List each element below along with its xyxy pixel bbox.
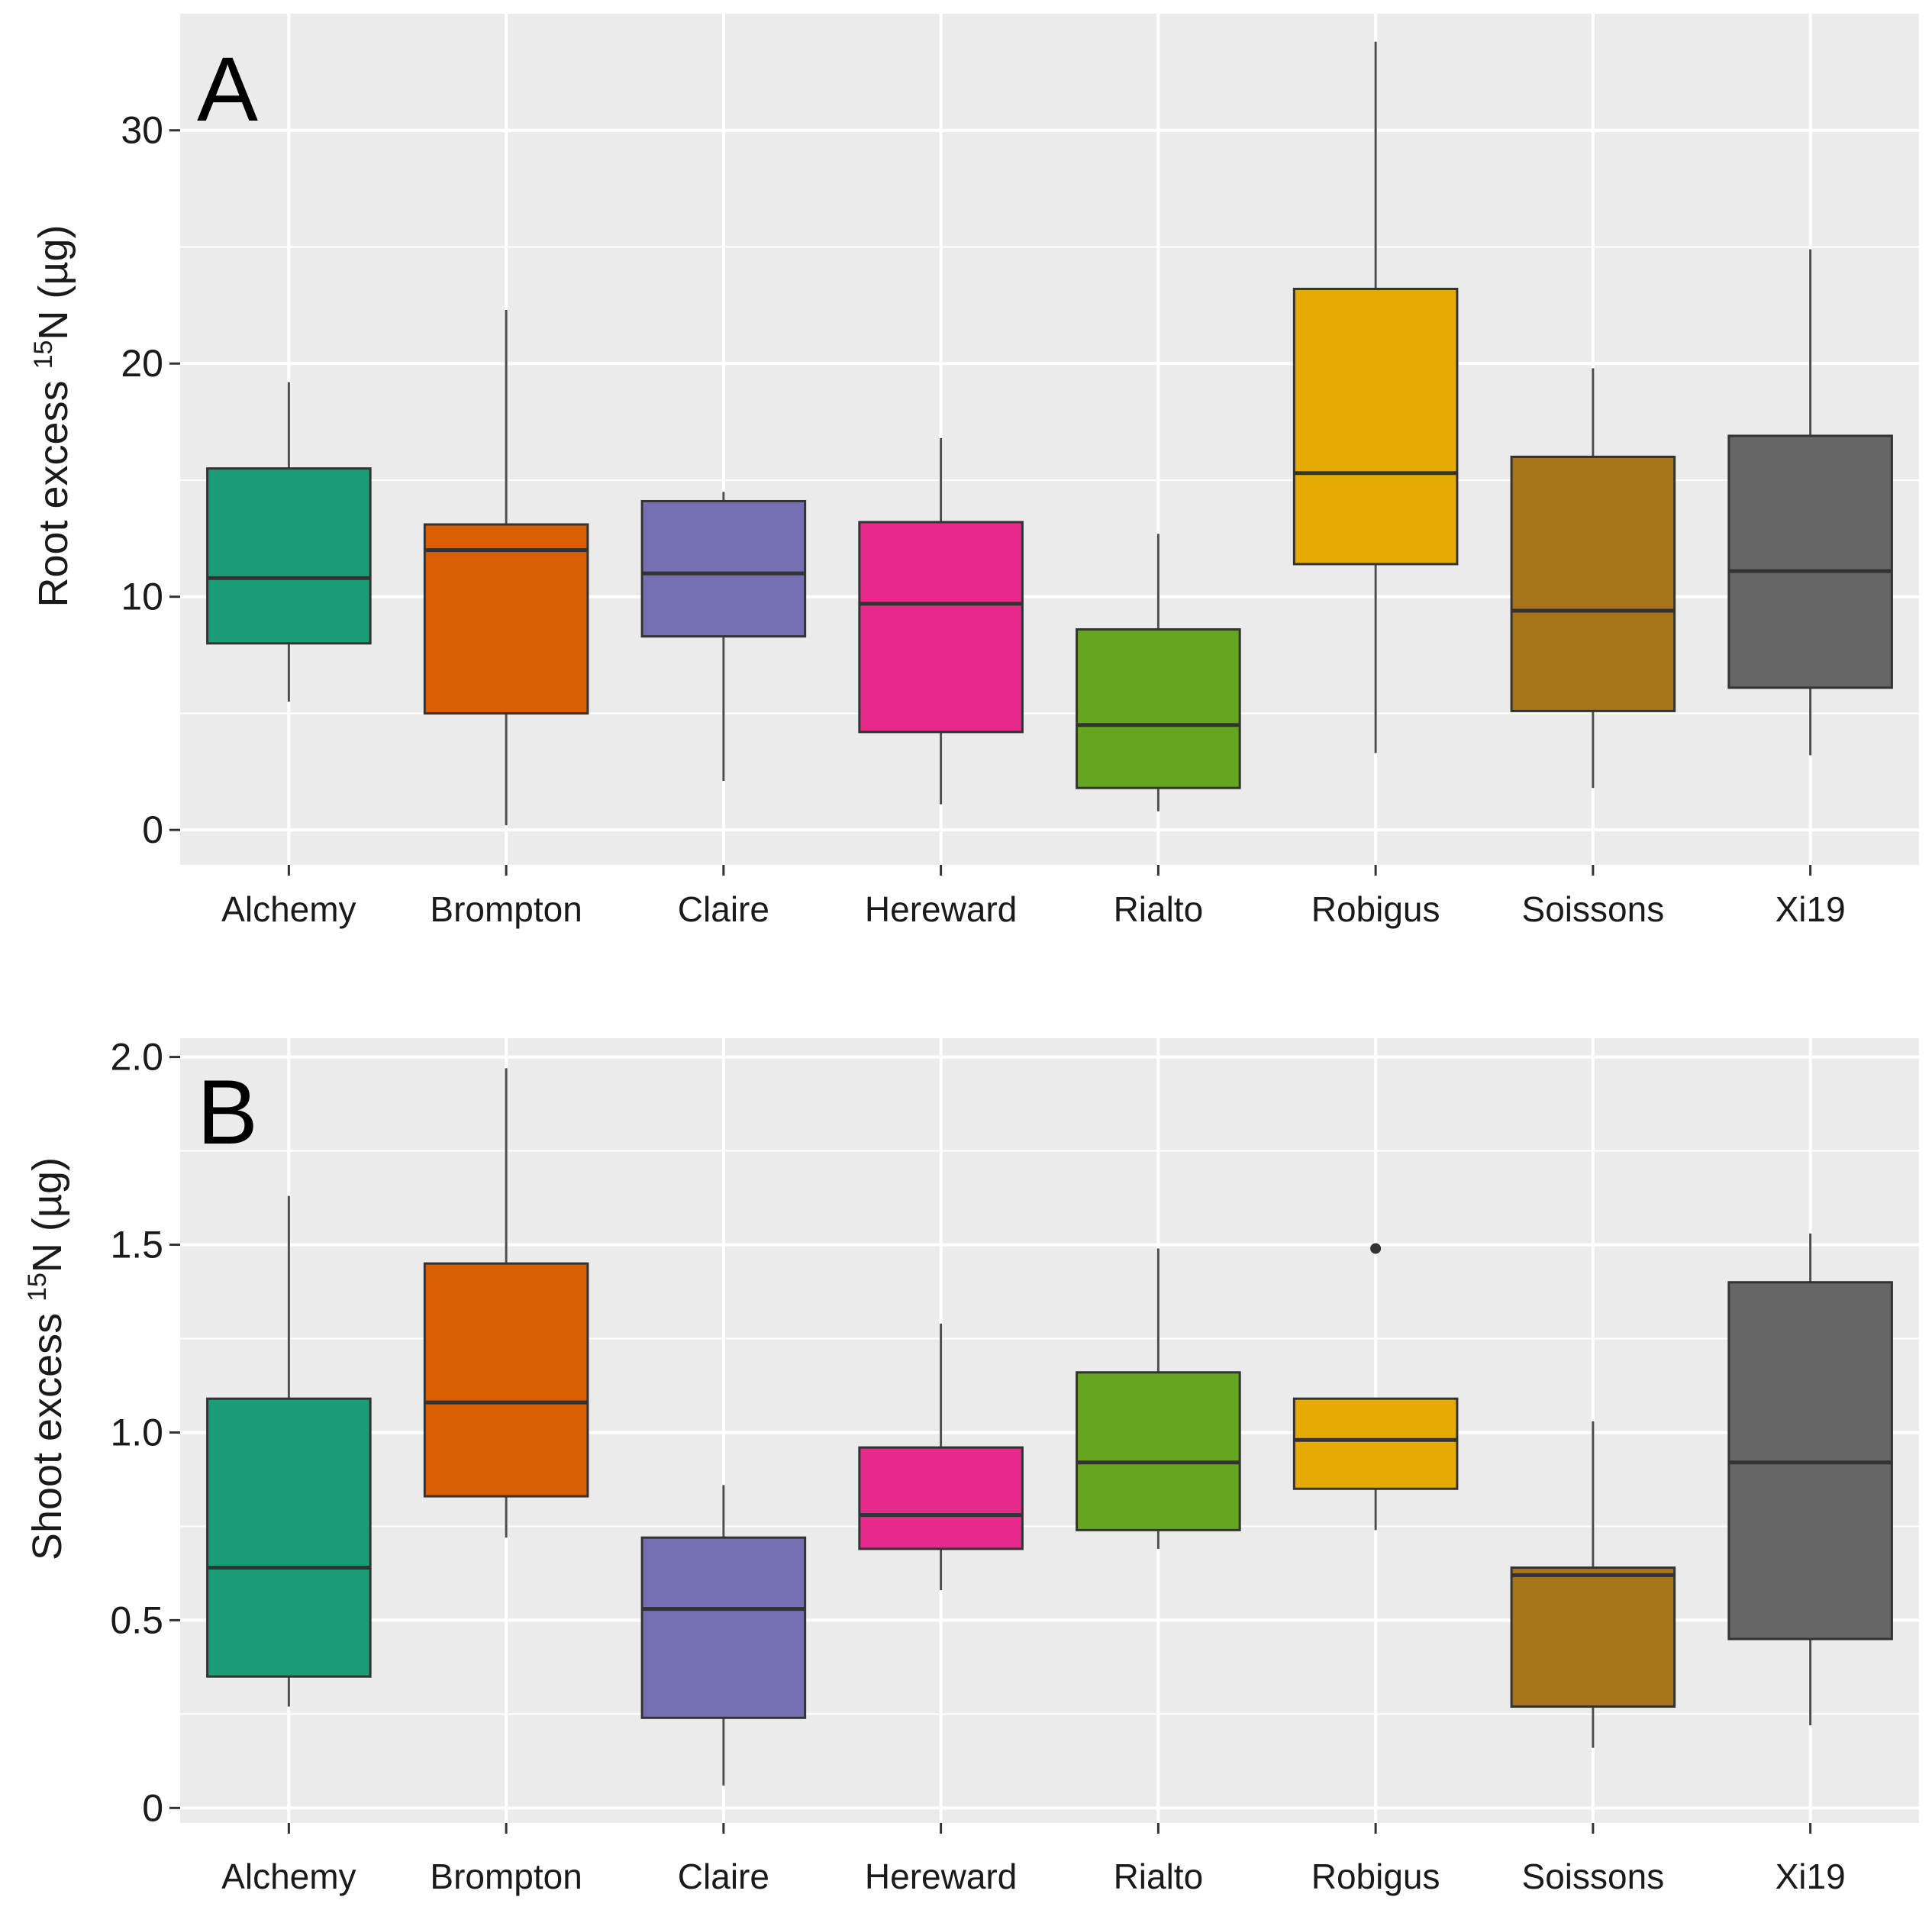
panel-b-label: B xyxy=(197,1061,258,1163)
outlier-point xyxy=(1370,1243,1382,1254)
box-body xyxy=(1510,455,1676,712)
x-tick-label-claire: Claire xyxy=(678,1857,769,1896)
panel-a-y-axis: 0 10 20 30 xyxy=(121,109,180,851)
box-body xyxy=(640,499,807,638)
box-brompton xyxy=(423,309,589,826)
y-tick-label: 0.5 xyxy=(110,1599,163,1641)
y-tick-label: 20 xyxy=(121,342,163,385)
y-tick-label: 0 xyxy=(142,1786,163,1829)
box-hereward xyxy=(858,1323,1024,1591)
y-tick-label: 10 xyxy=(121,576,163,618)
panel-b-boxes xyxy=(206,1068,1893,1786)
box-body xyxy=(858,521,1024,734)
panel-a-label: A xyxy=(197,38,258,140)
box-body xyxy=(1076,628,1241,789)
panel-a-y-axis-title: Root excess 15N (µg) xyxy=(29,224,76,607)
box-robigus xyxy=(1292,41,1459,753)
x-tick-label-rialto: Rialto xyxy=(1114,889,1204,929)
x-tick-label-robigus: Robigus xyxy=(1311,1857,1440,1896)
box-claire xyxy=(640,1485,807,1786)
box-rialto xyxy=(1076,534,1241,811)
x-tick-label-xi19: Xi19 xyxy=(1776,889,1846,929)
x-tick-label-hereward: Hereward xyxy=(865,889,1017,929)
panel-b-shoot-excess: 0 0.5 1.0 1.5 2.0 Alchemy Brompton Claire Herew… xyxy=(23,1036,1919,1896)
x-tick-label-brompton: Brompton xyxy=(430,889,582,929)
box-soissons xyxy=(1510,1421,1676,1748)
x-tick-label-alchemy: Alchemy xyxy=(221,1857,356,1896)
box-alchemy xyxy=(206,1195,372,1707)
x-tick-label-rialto: Rialto xyxy=(1114,1857,1204,1896)
box-body xyxy=(423,1262,589,1498)
x-tick-label-soissons: Soissons xyxy=(1522,1857,1665,1896)
box-hereward xyxy=(858,437,1024,805)
box-body xyxy=(1292,287,1459,566)
box-body xyxy=(1727,434,1893,689)
y-tick-label: 1.5 xyxy=(110,1224,163,1266)
y-tick-label: 1.0 xyxy=(110,1411,163,1453)
panel-a-plot-area xyxy=(180,14,1919,865)
x-tick-label-brompton: Brompton xyxy=(430,1857,582,1896)
x-tick-label-hereward: Hereward xyxy=(865,1857,1017,1896)
box-brompton xyxy=(423,1068,589,1538)
box-alchemy xyxy=(206,382,372,702)
box-body xyxy=(206,1397,372,1678)
box-body xyxy=(1510,1566,1676,1708)
box-body xyxy=(1076,1371,1241,1531)
box-body xyxy=(423,523,589,715)
panel-a-x-axis: Alchemy Brompton Claire Hereward Rialto Robig… xyxy=(221,865,1846,929)
x-tick-label-alchemy: Alchemy xyxy=(221,889,356,929)
panel-b-y-axis-title: Shoot excess 15N (µg) xyxy=(23,1157,70,1560)
box-body xyxy=(206,467,372,645)
panel-b-x-axis: Alchemy Brompton Claire Hereward Rialto Robig… xyxy=(221,1823,1846,1896)
x-tick-label-soissons: Soissons xyxy=(1522,889,1665,929)
panel-b-y-axis: 0 0.5 1.0 1.5 2.0 xyxy=(110,1036,180,1829)
x-tick-label-xi19: Xi19 xyxy=(1776,1857,1846,1896)
box-body xyxy=(1292,1397,1459,1490)
y-tick-label: 2.0 xyxy=(110,1036,163,1079)
box-body xyxy=(640,1536,807,1719)
box-body xyxy=(858,1446,1024,1550)
box-soissons xyxy=(1510,368,1676,789)
y-tick-label: 30 xyxy=(121,109,163,152)
box-claire xyxy=(640,492,807,782)
box-robigus xyxy=(1292,1243,1459,1531)
box-xi19 xyxy=(1727,249,1893,756)
box-xi19 xyxy=(1727,1233,1893,1726)
panel-a-root-excess: 0 10 20 30 Alchemy Brompton Claire Hereward Ria… xyxy=(29,14,1919,929)
x-tick-label-robigus: Robigus xyxy=(1311,889,1440,929)
x-tick-label-claire: Claire xyxy=(678,889,769,929)
y-tick-label: 0 xyxy=(142,808,163,851)
box-rialto xyxy=(1076,1248,1241,1549)
panel-a-boxes xyxy=(206,41,1893,826)
